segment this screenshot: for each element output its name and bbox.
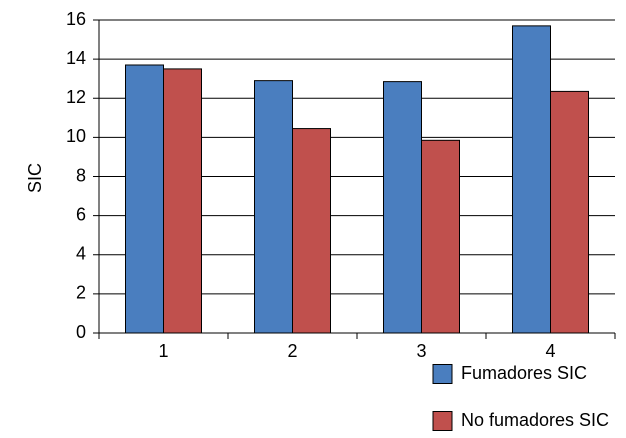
legend-label-fumadores: Fumadores SIC	[461, 363, 587, 383]
y-tick-label: 2	[76, 283, 86, 303]
bars	[125, 25, 589, 334]
bar-fumadores-2	[254, 80, 293, 334]
y-tick-label: 10	[66, 126, 86, 146]
x-tick-label: 1	[158, 341, 168, 361]
bar-fumadores-1	[125, 64, 164, 334]
y-axis-title: SIC	[25, 163, 45, 193]
bar-fumadores-3	[383, 81, 422, 334]
bar-no-fumadores-4	[550, 90, 589, 334]
y-tick-label: 0	[76, 322, 86, 342]
legend-swatch-no-fumadores	[432, 411, 453, 431]
legend-label-no-fumadores: No fumadores SIC	[461, 410, 609, 430]
x-tick-label: 3	[416, 341, 426, 361]
bar-no-fumadores-2	[292, 128, 331, 334]
x-tick-label: 4	[545, 341, 555, 361]
x-tick-label: 2	[287, 341, 297, 361]
y-tick-label: 4	[76, 244, 86, 264]
y-tick-label: 12	[66, 87, 86, 107]
y-tick-label: 8	[76, 165, 86, 185]
bar-no-fumadores-3	[421, 139, 460, 334]
legend-swatch-fumadores	[432, 364, 453, 384]
bar-no-fumadores-1	[163, 68, 202, 334]
y-tick-label: 16	[66, 9, 86, 29]
legend: Fumadores SIC No fumadores SIC	[432, 363, 609, 431]
bar-fumadores-4	[512, 25, 551, 334]
y-tick-label: 14	[66, 48, 86, 68]
y-tick-label: 6	[76, 204, 86, 224]
